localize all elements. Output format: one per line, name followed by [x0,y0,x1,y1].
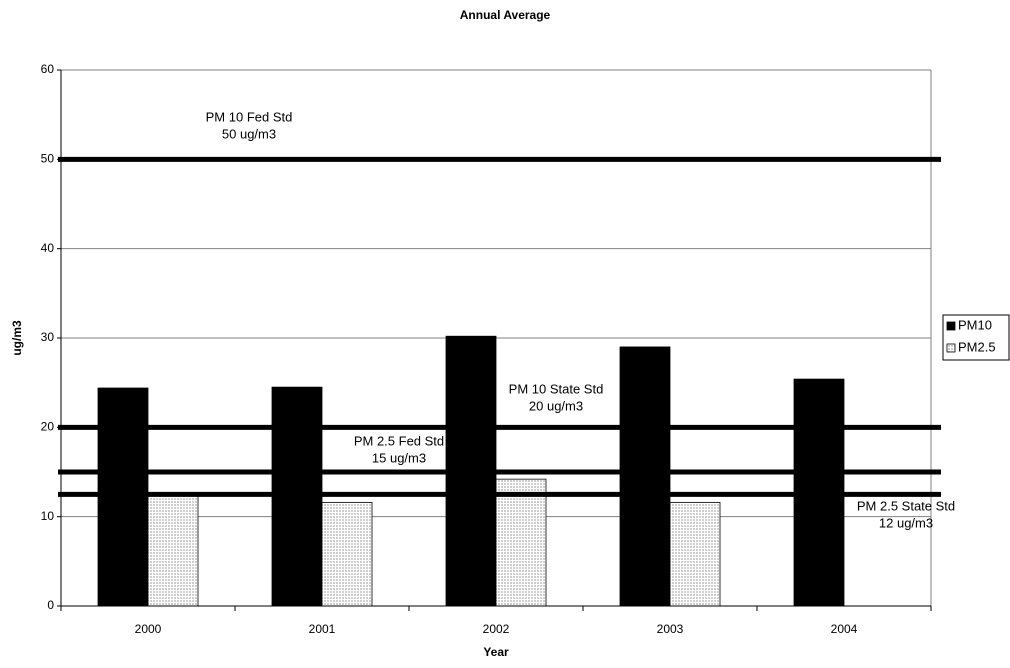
x-tick-label: 2000 [135,622,162,636]
y-tick-label: 20 [41,420,55,434]
bar [495,478,547,607]
annotation: 12 ug/m3 [879,515,933,530]
annotation: PM 10 State Std [509,381,604,396]
bar [147,495,199,607]
y-tick-label: 10 [41,509,55,523]
annotation: 15 ug/m3 [372,450,426,465]
x-tick-label: 2002 [483,622,510,636]
bar [321,501,373,607]
bar [97,387,149,607]
annotation: PM 2.5 State Std [857,498,955,513]
legend-swatch [946,343,956,353]
legend-swatch [946,321,956,331]
bar [619,346,671,607]
y-axis-label: ug/m3 [10,320,24,356]
y-tick-label: 0 [47,598,54,612]
x-axis-label: Year [483,645,509,659]
annotation: 50 ug/m3 [222,126,276,141]
y-tick-label: 60 [41,62,55,76]
legend-label: PM2.5 [958,339,996,354]
y-tick-label: 50 [41,152,55,166]
annotation: 20 ug/m3 [529,398,583,413]
y-tick-label: 30 [41,330,55,344]
annotation: PM 10 Fed Std [206,109,293,124]
legend-label: PM10 [958,317,992,332]
x-tick-label: 2004 [831,622,858,636]
x-tick-label: 2001 [309,622,336,636]
chart-title: Annual Average [460,8,551,22]
y-tick-label: 40 [41,241,55,255]
annotation: PM 2.5 Fed Std [354,433,444,448]
bar [669,501,721,607]
x-tick-label: 2003 [657,622,684,636]
